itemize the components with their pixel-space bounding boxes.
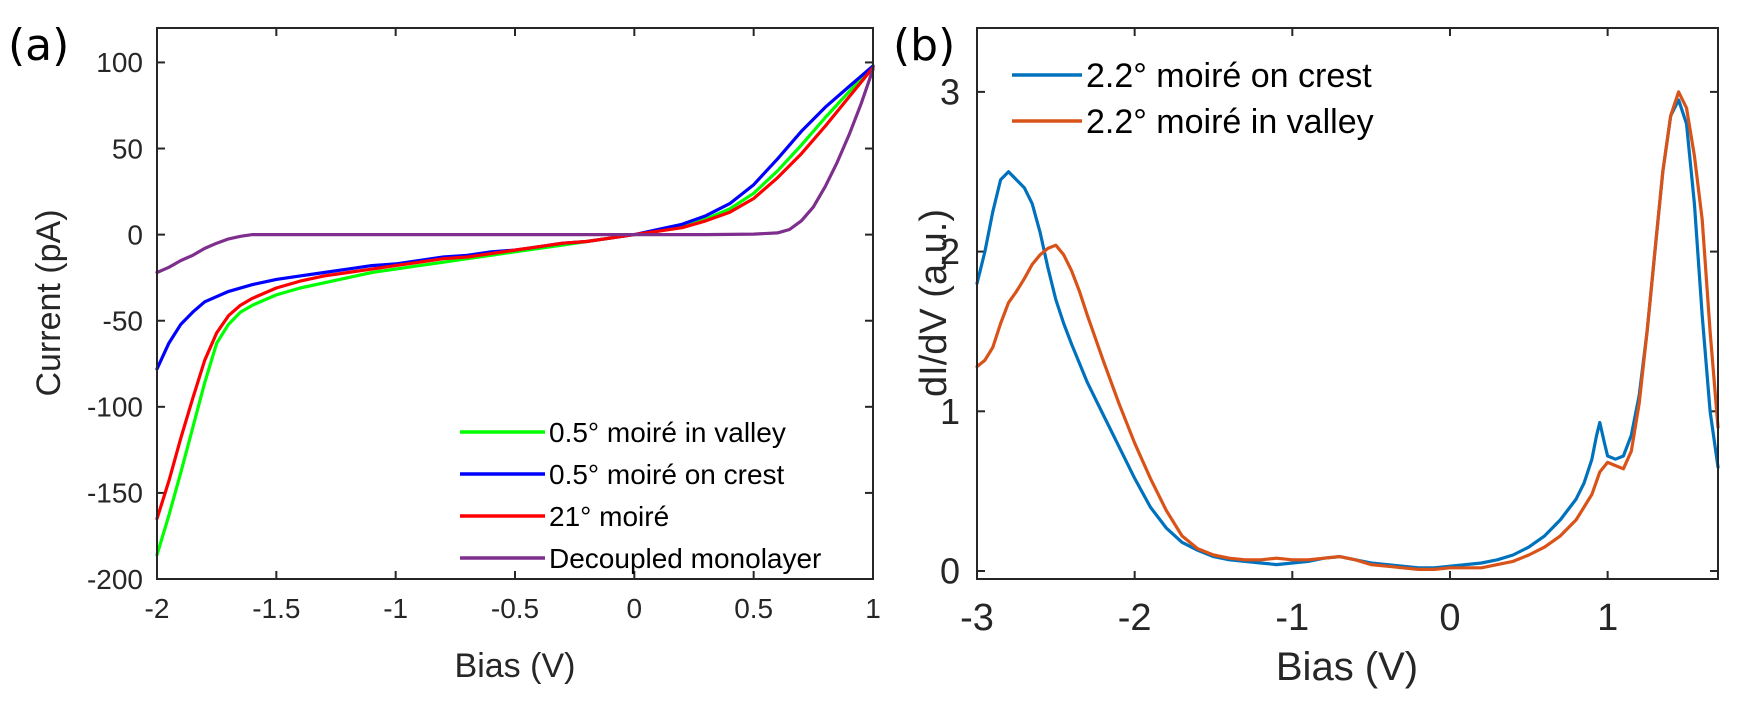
y-tick-label: -200 [87, 564, 143, 595]
y-tick-label: 0 [127, 219, 143, 250]
y-tick-label: 100 [96, 47, 143, 78]
panel-b: (b) -3 -2 -1 0 1 0 1 2 3 Bias (V) dI/dV (a.u.) 2… [893, 20, 1720, 689]
y-tick-label: -100 [87, 392, 143, 423]
panel-b-x-axis-title: Bias (V) [1276, 645, 1418, 689]
series-line-2 [975, 90, 1720, 571]
y-tick-label: -50 [103, 306, 143, 337]
x-tick-label: -1 [383, 593, 408, 624]
panel-a-y-axis-title: Current (pA) [30, 209, 68, 396]
panel-a-lines [155, 64, 875, 557]
panel-b-lines [975, 90, 1720, 571]
x-tick-label: 0 [1439, 597, 1460, 639]
x-tick-label: -1 [1275, 597, 1309, 639]
series-line-2 [155, 64, 875, 371]
y-tick-label: 0 [940, 551, 960, 592]
panel-b-ticks: -3 -2 -1 0 1 0 1 2 3 [940, 28, 1718, 639]
y-tick-label: 1 [940, 391, 960, 432]
panel-b-y-axis-title: dI/dV (a.u.) [913, 209, 955, 397]
x-tick-label: 1 [1597, 597, 1618, 639]
legend-label: Decoupled monolayer [549, 543, 821, 574]
series-line-3 [155, 66, 875, 521]
series-line-4 [155, 67, 875, 275]
y-tick-label: -150 [87, 478, 143, 509]
legend-label: 2.2° moiré in valley [1086, 103, 1374, 141]
x-tick-label: -2 [1118, 597, 1152, 639]
panel-a-ticks: -2 -1.5 -1 -0.5 0 0.5 1 -200 -150 -100 -50 0 50 100 [87, 28, 881, 624]
series-line-1 [155, 64, 875, 557]
panel-b-legend: 2.2° moiré on crest 2.2° moiré in valley [1012, 57, 1374, 141]
x-tick-label: 1 [865, 593, 881, 624]
legend-label: 2.2° moiré on crest [1086, 57, 1372, 95]
panel-b-axes-box [976, 27, 1719, 580]
legend-label: 0.5° moiré in valley [549, 417, 786, 448]
x-tick-label: -3 [960, 597, 994, 639]
panel-a-label: (a) [8, 20, 69, 71]
y-tick-label: 50 [112, 133, 143, 164]
x-tick-label: -2 [145, 593, 170, 624]
panel-b-label: (b) [893, 20, 955, 71]
x-tick-label: -0.5 [491, 593, 539, 624]
x-tick-label: 0.5 [734, 593, 773, 624]
panel-a-x-axis-title: Bias (V) [455, 647, 576, 685]
panel-a: (a) -2 -1.5 -1 -0.5 0 0.5 1 -200 -150 -100 -50 0 50 1… [8, 20, 881, 685]
panel-a-plot-area [157, 28, 873, 579]
legend-label: 0.5° moiré on crest [549, 459, 785, 490]
panel-a-legend: 0.5° moiré in valley 0.5° moiré on crest 2… [460, 417, 821, 574]
y-tick-label: 2 [940, 231, 960, 272]
x-tick-label: 0 [627, 593, 643, 624]
x-tick-label: -1.5 [252, 593, 300, 624]
y-tick-label: 3 [940, 71, 960, 112]
legend-label: 21° moiré [549, 501, 669, 532]
panel-a-axes-box [156, 27, 874, 580]
